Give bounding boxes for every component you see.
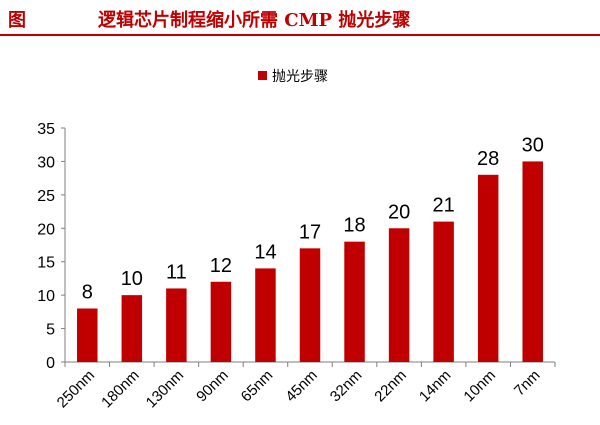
y-tick-label: 5 bbox=[46, 322, 55, 339]
figure-label: 图 bbox=[8, 10, 26, 31]
x-tick-label: 7nm bbox=[511, 367, 544, 400]
x-tick-label: 90nm bbox=[193, 367, 232, 406]
bar bbox=[210, 281, 232, 362]
x-tick-label: 65nm bbox=[238, 367, 277, 406]
y-tick-label: 35 bbox=[37, 121, 55, 138]
data-label: 12 bbox=[210, 255, 232, 277]
y-tick-label: 0 bbox=[46, 355, 55, 372]
data-label: 28 bbox=[477, 148, 499, 170]
bar bbox=[77, 308, 98, 362]
x-tick-label: 130nm bbox=[143, 367, 187, 411]
y-tick-label: 25 bbox=[37, 188, 55, 205]
x-tick-label: 180nm bbox=[98, 367, 142, 411]
y-tick-label: 30 bbox=[37, 154, 55, 171]
x-tick-label: 45nm bbox=[282, 367, 321, 406]
data-label: 30 bbox=[522, 134, 544, 156]
bar bbox=[299, 248, 321, 362]
bar bbox=[121, 295, 143, 362]
data-label: 8 bbox=[82, 282, 93, 304]
legend-label: 抛光步骤 bbox=[272, 69, 328, 85]
data-label: 17 bbox=[299, 221, 321, 243]
bar bbox=[255, 268, 276, 362]
data-label: 14 bbox=[254, 241, 276, 263]
legend-swatch bbox=[258, 71, 267, 80]
data-label: 10 bbox=[121, 268, 143, 290]
bar bbox=[166, 288, 187, 362]
data-label: 20 bbox=[388, 201, 410, 223]
data-label: 18 bbox=[343, 215, 365, 237]
bar bbox=[477, 174, 499, 362]
y-tick-label: 10 bbox=[37, 288, 55, 305]
data-label: 21 bbox=[433, 195, 455, 217]
bar bbox=[433, 221, 454, 362]
bar bbox=[388, 228, 410, 362]
bar bbox=[522, 161, 543, 362]
x-tick-label: 10nm bbox=[460, 367, 499, 406]
x-tick-label: 14nm bbox=[416, 367, 455, 406]
x-tick-label: 22nm bbox=[371, 367, 410, 406]
y-tick-label: 15 bbox=[37, 255, 55, 272]
bar bbox=[344, 241, 365, 362]
x-tick-label: 32nm bbox=[327, 367, 366, 406]
chart-title: 逻辑芯片制程缩小所需 CMP 抛光步骤 bbox=[98, 10, 411, 31]
x-tick-label: 250nm bbox=[54, 367, 98, 411]
data-label: 11 bbox=[166, 261, 187, 283]
figure-header: 图 逻辑芯片制程缩小所需 CMP 抛光步骤 bbox=[0, 0, 600, 36]
y-tick-label: 20 bbox=[37, 221, 55, 238]
